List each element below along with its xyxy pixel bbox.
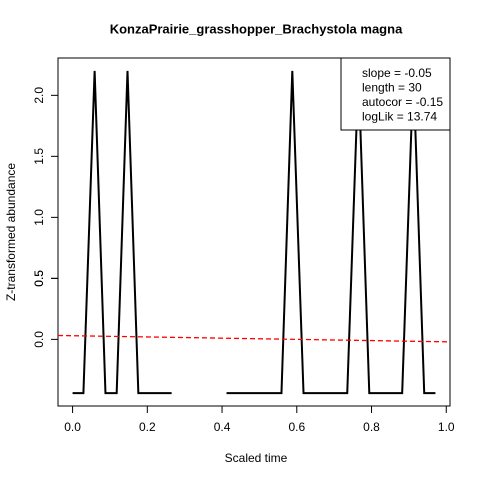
data-line: [72, 70, 436, 395]
y-tick-label: 0.0: [32, 331, 46, 348]
trend-line: [57, 334, 451, 343]
legend-entry: slope = -0.05: [362, 66, 432, 80]
chart-title: KonzaPrairie_grasshopper_Brachystola mag…: [110, 21, 403, 36]
plot-frame: [57, 57, 451, 407]
x-tick-label: 0.2: [139, 420, 156, 434]
x-tick-label: 0.6: [288, 420, 305, 434]
x-tick-label: 0.0: [64, 420, 81, 434]
x-axis-label: Scaled time: [225, 451, 288, 465]
legend-entry: autocor = -0.15: [362, 95, 443, 109]
x-tick-label: 0.8: [363, 420, 380, 434]
y-axis-label: Z-transformed abundance: [4, 163, 18, 301]
y-tick-label: 1.5: [32, 148, 46, 165]
x-tick-label: 1.0: [438, 420, 455, 434]
x-tick-label: 0.4: [214, 420, 231, 434]
legend-entry: length = 30: [362, 81, 422, 95]
y-tick-label: 2.0: [32, 87, 46, 104]
y-tick-label: 1.0: [32, 209, 46, 226]
legend-box: [340, 57, 451, 131]
y-tick-label: 0.5: [32, 270, 46, 287]
y-tick-label: 0.5: [32, 270, 46, 287]
legend-entry: logLik = 13.74: [362, 110, 437, 124]
